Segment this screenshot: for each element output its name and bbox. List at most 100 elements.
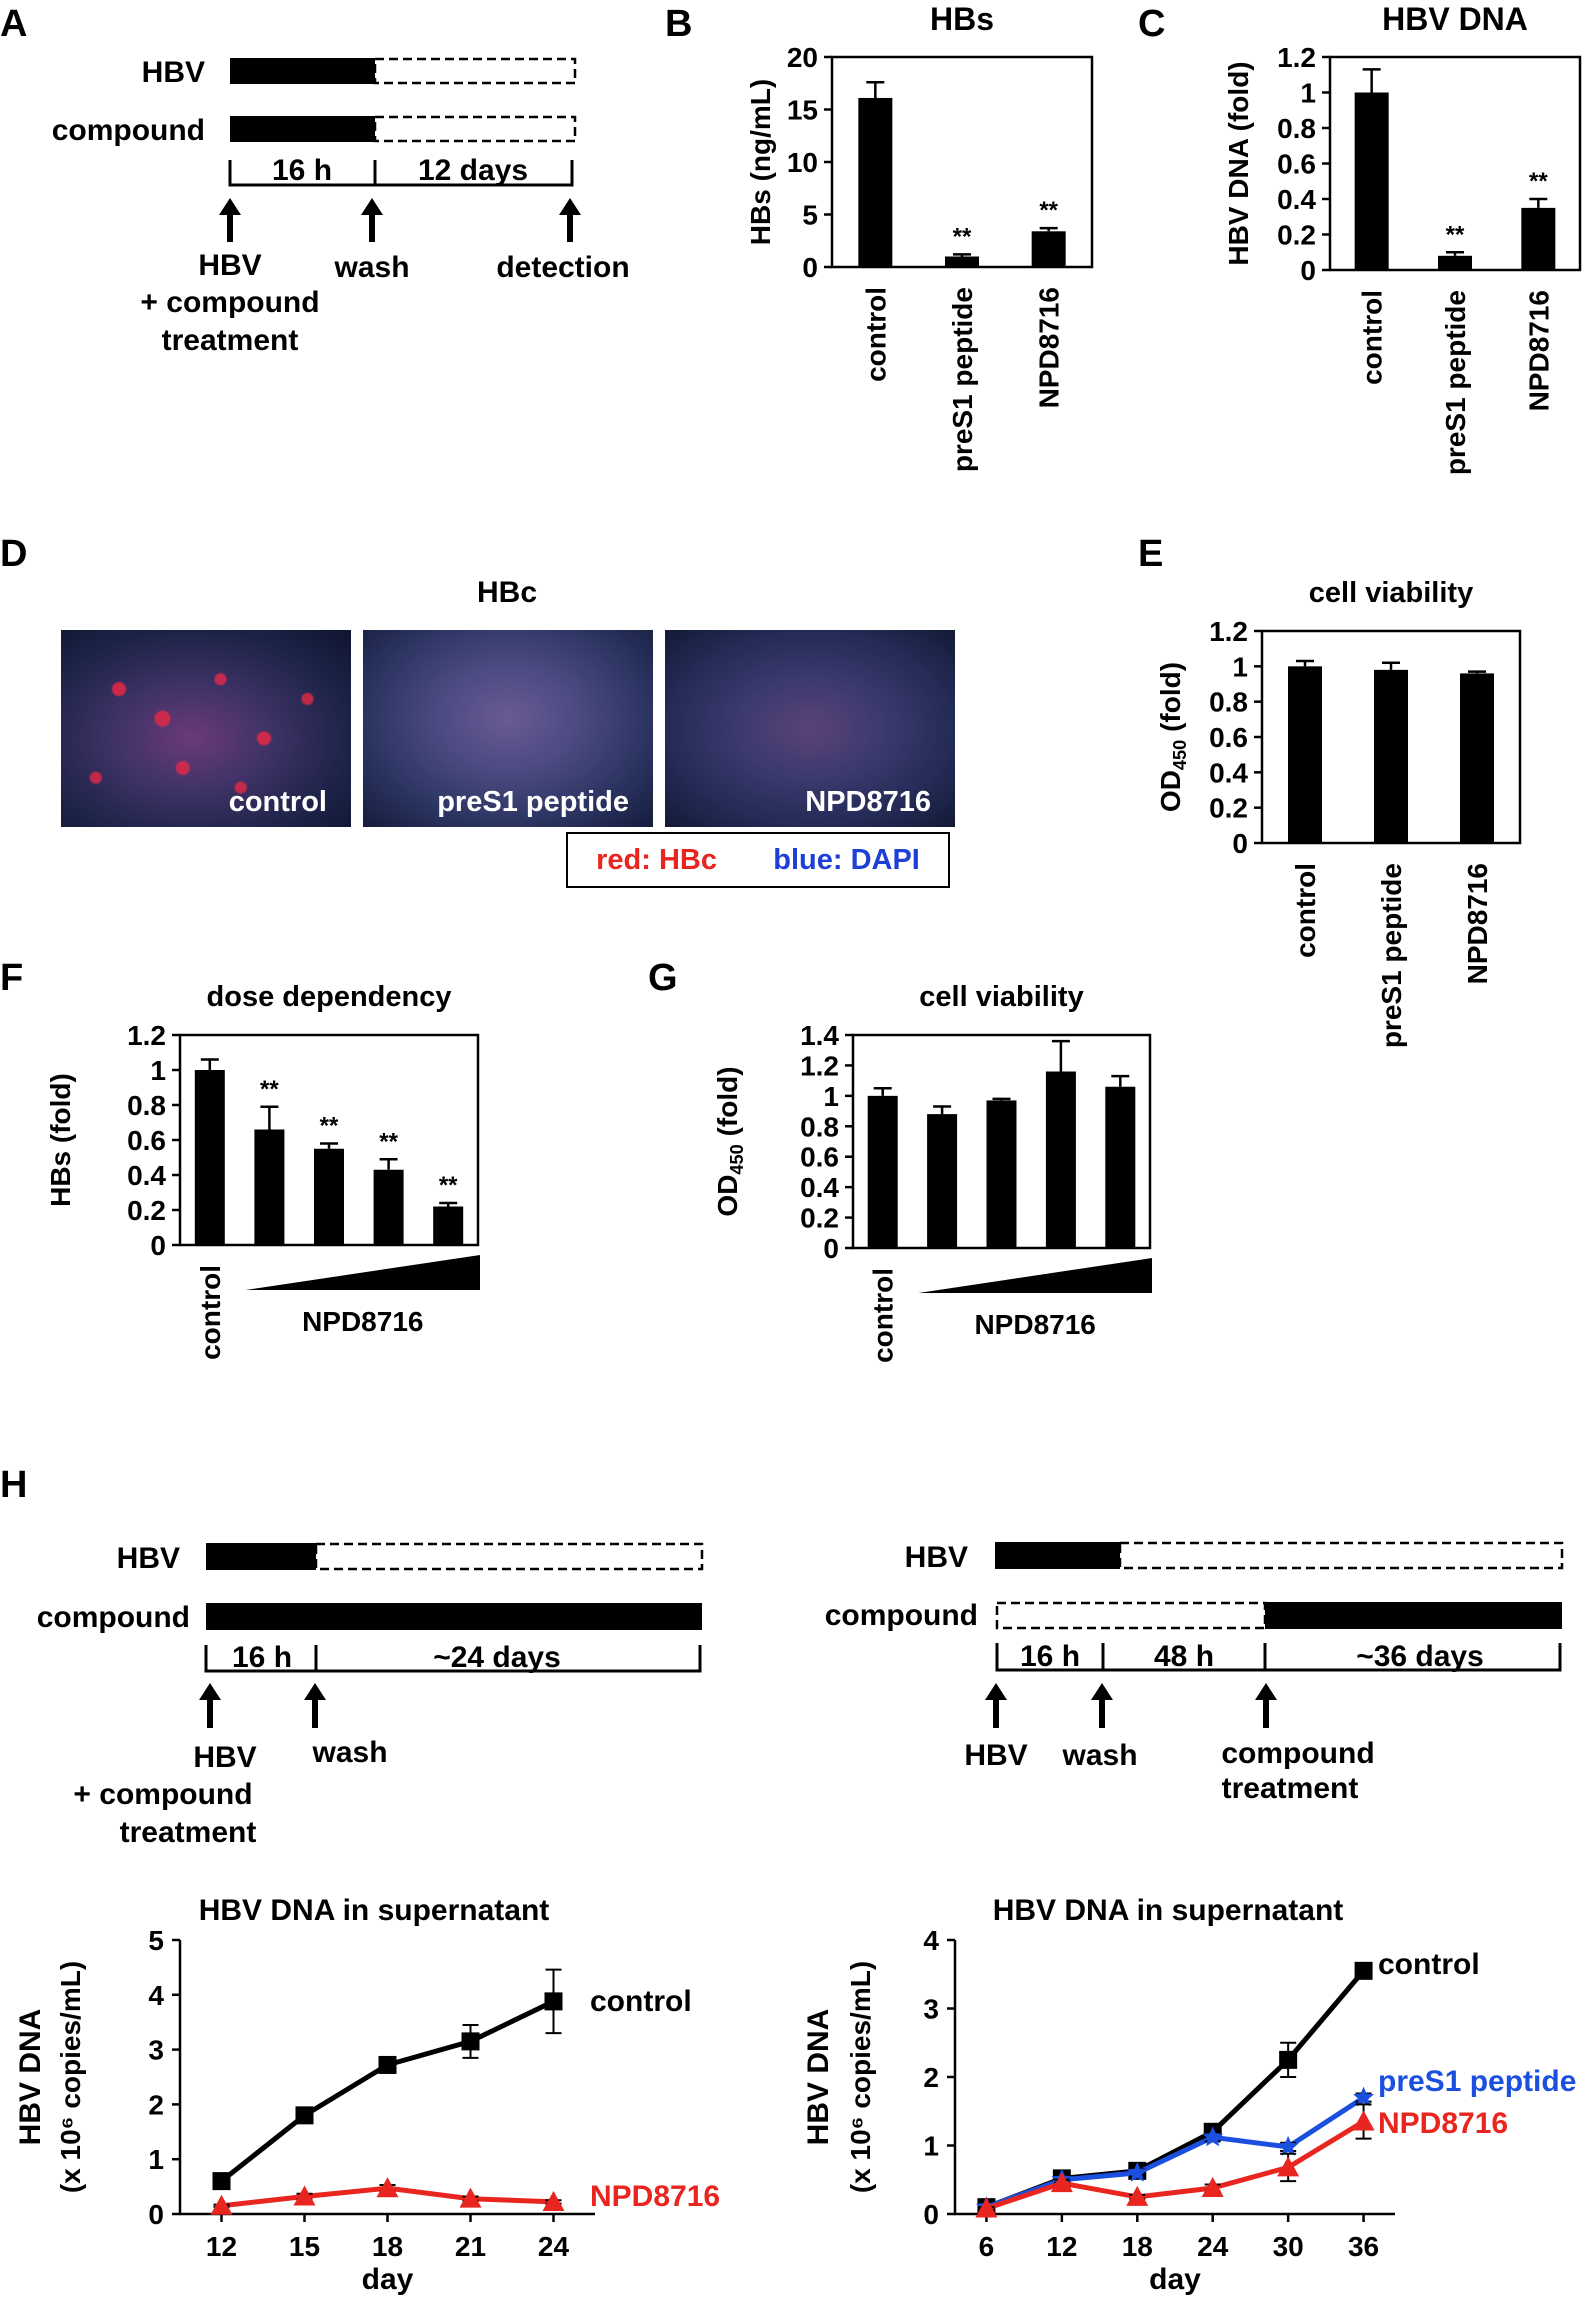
series-label: control	[1378, 1948, 1480, 1981]
y-tick-label: 0	[148, 2199, 164, 2230]
scheme-h-right: HBV compound 16 h 48 h ~36 days HBV wash…	[825, 1541, 1564, 1805]
category-label: NPD8716	[1034, 287, 1065, 408]
y-tick-label: 4	[148, 1980, 164, 2011]
y-tick-label: 0.6	[127, 1125, 166, 1156]
y-tick-label: 10	[787, 147, 818, 178]
bar	[254, 1129, 285, 1245]
series-point	[1126, 2161, 1148, 2182]
scheme-a-arrow1-line3: treatment	[162, 324, 299, 357]
arrow-up-icon	[985, 1683, 1007, 1728]
chart-c: 0 0.2 0.4 0.6 0.8 1 1.2 control ** preS1 peptide *…	[1223, 1, 1582, 475]
y-tick-label: 0.4	[1277, 184, 1316, 215]
bar	[314, 1148, 344, 1245]
x-axis-label: day	[362, 2263, 414, 2296]
error-bar	[992, 1097, 1011, 1101]
panel-letter-b: B	[665, 3, 692, 45]
error-bar	[1468, 670, 1486, 674]
scheme-h2-row-compound: compound	[825, 1599, 978, 1632]
y-tick-label: 1.2	[127, 1020, 166, 1051]
series-point	[542, 2190, 565, 2211]
error-bar	[1382, 661, 1400, 670]
scheme-h1-arrow1-line3: treatment	[120, 1816, 257, 1849]
scheme-h1-arrow1-line2: + compound	[73, 1778, 252, 1811]
y-tick-label: 0	[823, 1233, 839, 1264]
error-bar	[866, 80, 885, 98]
x-tick-label: 6	[979, 2231, 995, 2262]
error-bar	[1039, 226, 1058, 232]
series-point	[210, 2194, 233, 2215]
series-line	[985, 2095, 1365, 2210]
micrograph-label-npd8716: NPD8716	[805, 786, 931, 818]
series-point	[376, 2177, 399, 2198]
scheme-h2-compound-dashed	[995, 1601, 1267, 1630]
series-line	[219, 1999, 555, 2184]
bar	[1438, 255, 1472, 270]
bar	[945, 256, 979, 267]
y-tick-label: 0.2	[800, 1203, 839, 1234]
panel-letter-a: A	[0, 3, 27, 45]
x-tick-label: 21	[455, 2231, 486, 2262]
legend-blue-label: blue: DAPI	[773, 843, 920, 876]
y-tick-label: 15	[787, 95, 818, 126]
series-point	[975, 2197, 998, 2218]
scheme-h2-hbv-solid	[995, 1542, 1120, 1569]
dose-label: NPD8716	[974, 1309, 1095, 1340]
scheme-h2-arrow2-label: wash	[1061, 1739, 1137, 1772]
y-axis-label-units: (x 10⁶ copies/mL)	[845, 1961, 876, 2193]
bar	[1045, 1071, 1076, 1248]
panel-letter-f: F	[0, 957, 23, 999]
y-axis-label-units: (x 10⁶ copies/mL)	[55, 1961, 86, 2193]
scheme-h2-hbv-dashed	[1118, 1541, 1564, 1570]
y-tick-label: 1	[150, 1055, 166, 1086]
micrograph-label-pres1: preS1 peptide	[437, 786, 629, 818]
scheme-h2-arrow1-label: HBV	[964, 1739, 1027, 1772]
y-axis-label: OD450 (fold)	[712, 1066, 747, 1216]
x-axis-label: day	[1149, 2263, 1201, 2296]
significance-label: **	[953, 223, 972, 250]
y-tick-label: 0.8	[127, 1090, 166, 1121]
scheme-h1-row-compound: compound	[37, 1601, 190, 1634]
series-point	[459, 2187, 482, 2208]
chart-g: 00.20.40.60.811.21.4 control NPD8716 cell v…	[712, 981, 1152, 1363]
error-bar	[1446, 251, 1464, 256]
dose-triangle-icon	[245, 1255, 480, 1290]
y-tick-label: 1	[923, 2131, 939, 2162]
scheme-h2-compound-solid	[1265, 1602, 1562, 1629]
bar	[1521, 207, 1556, 270]
series-point	[295, 2106, 314, 2125]
scheme-a-period-16h: 16 h	[272, 154, 332, 187]
scheme-h1-period-24days: ~24 days	[433, 1641, 561, 1674]
y-tick-label: 0.4	[1209, 757, 1248, 788]
scheme-a-arrow2-label: wash	[333, 251, 409, 284]
y-axis-label: HBs (ng/mL)	[745, 79, 776, 245]
bar	[1288, 666, 1322, 843]
category-label: NPD8716	[1523, 290, 1554, 411]
series-line	[985, 1969, 1366, 2210]
scheme-a-hbv-solid	[230, 58, 375, 84]
x-tick-label: 18	[372, 2231, 403, 2262]
category-label: preS1 peptide	[1440, 290, 1471, 475]
y-tick-label: 2	[148, 2089, 164, 2120]
series-point	[293, 2185, 316, 2206]
y-tick-label: 5	[802, 200, 818, 231]
y-tick-label: 0.8	[800, 1111, 839, 1142]
y-axis-label: HBV DNA	[14, 2009, 47, 2146]
category-label: control	[1290, 863, 1321, 958]
error-bar	[1051, 1039, 1070, 1072]
error-bar	[439, 1201, 458, 1207]
scheme-h2-row-hbv: HBV	[905, 1541, 968, 1574]
scheme-a-period-12days: 12 days	[418, 154, 528, 187]
scheme-a-arrow1-line2: + compound	[140, 286, 319, 319]
error-bar	[1529, 197, 1548, 208]
y-tick-label: 0.2	[1277, 220, 1316, 251]
bar	[927, 1114, 958, 1248]
y-tick-label: 0.6	[800, 1142, 839, 1173]
micrograph-title: HBc	[477, 576, 537, 609]
arrow-up-icon	[304, 1683, 326, 1728]
series-point	[378, 2055, 397, 2074]
scheme-h1-timeline	[204, 1645, 702, 1673]
y-tick-label: 4	[923, 1925, 939, 1956]
series-point	[1277, 2135, 1299, 2156]
axis-lines	[953, 1940, 1395, 2216]
y-tick-label: 1	[1300, 78, 1316, 109]
